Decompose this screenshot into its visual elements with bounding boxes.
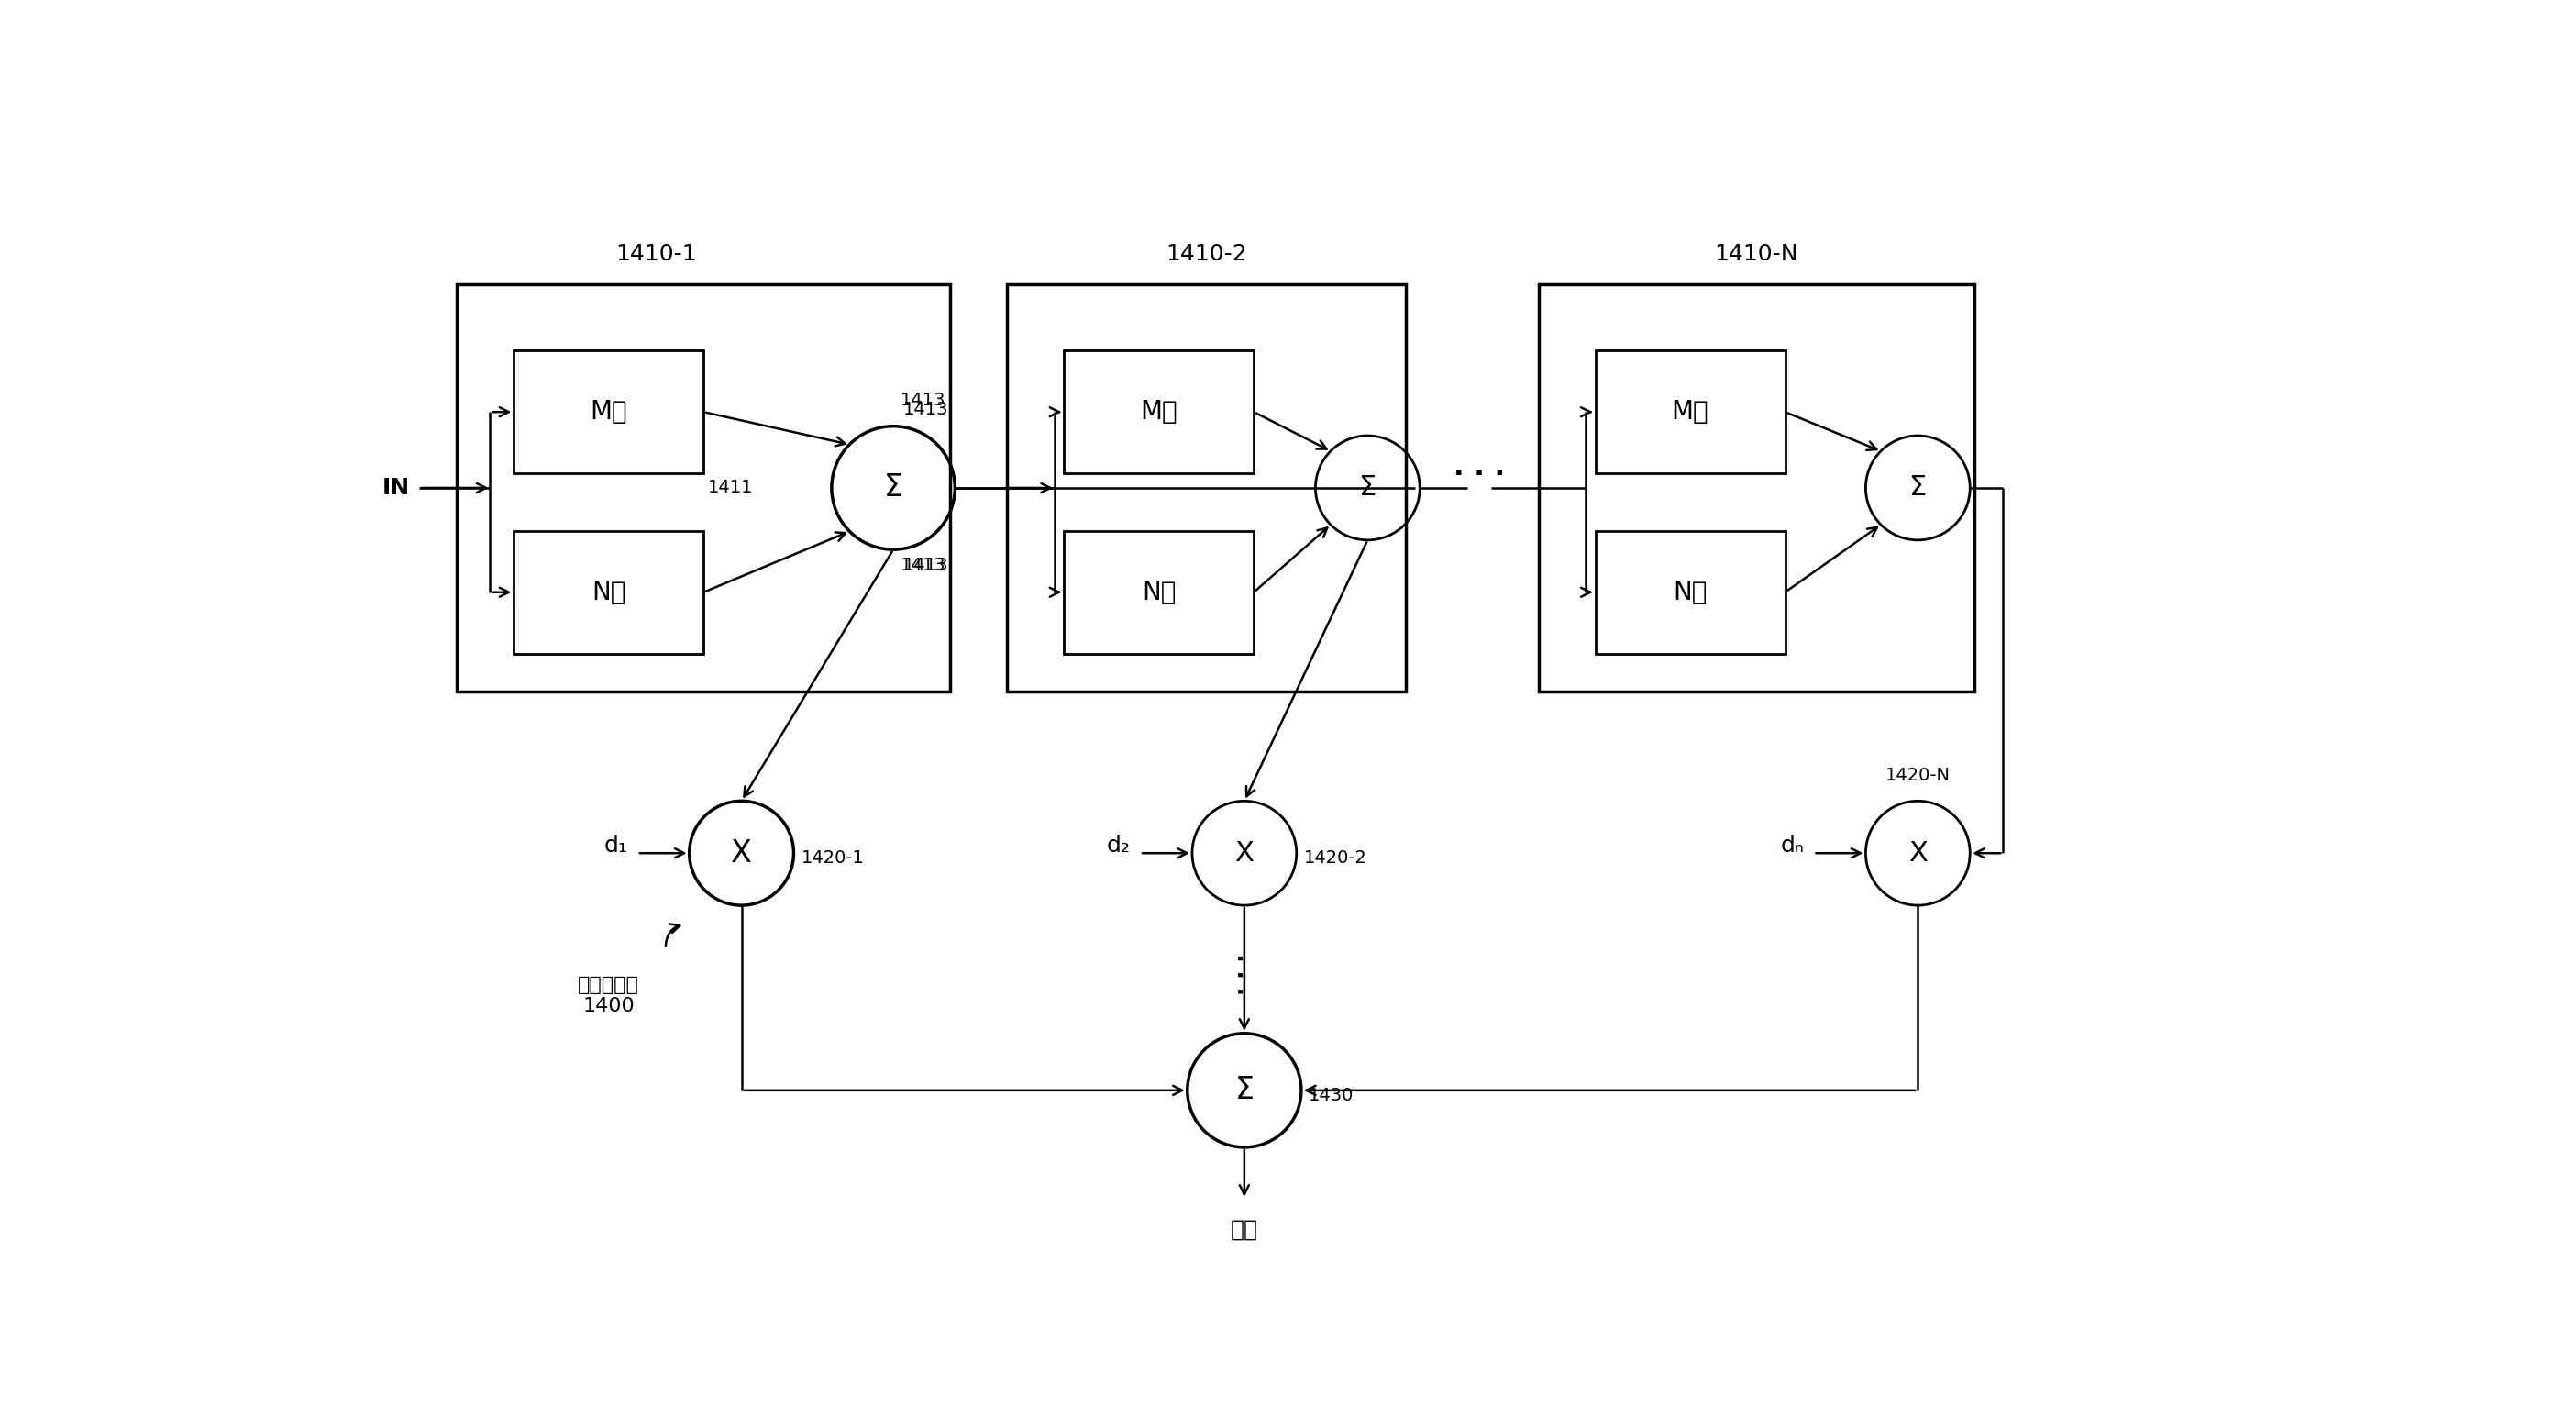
Bar <box>1064 350 1255 473</box>
Text: 1410-1: 1410-1 <box>616 242 696 265</box>
Bar <box>1538 283 1976 691</box>
Text: 1411: 1411 <box>708 479 755 496</box>
Bar <box>1064 530 1255 653</box>
Text: . . .: . . . <box>1226 954 1247 996</box>
Bar <box>1595 350 1785 473</box>
Text: M阶: M阶 <box>590 400 629 425</box>
Text: 抽头延迟线
1400: 抽头延迟线 1400 <box>577 976 639 1016</box>
Text: N阶: N阶 <box>1141 580 1177 605</box>
Bar <box>1595 530 1785 653</box>
Text: 1420-2: 1420-2 <box>1303 849 1368 867</box>
Bar <box>1007 283 1406 691</box>
Text: 1410-2: 1410-2 <box>1167 242 1247 265</box>
Text: X: X <box>1909 840 1927 866</box>
Text: N阶: N阶 <box>592 580 626 605</box>
Text: Σ: Σ <box>1234 1076 1255 1105</box>
Text: Σ: Σ <box>1358 475 1376 502</box>
Text: N阶: N阶 <box>1672 580 1708 605</box>
Text: IN: IN <box>381 478 410 499</box>
Text: 1420-1: 1420-1 <box>801 849 866 867</box>
Text: 1420-N: 1420-N <box>1886 767 1950 784</box>
Text: X: X <box>732 837 752 869</box>
Text: 1413: 1413 <box>902 557 945 574</box>
Text: 1413: 1413 <box>902 401 948 418</box>
Text: 输出: 输出 <box>1231 1219 1257 1240</box>
Text: 1413: 1413 <box>902 557 948 574</box>
Bar <box>513 350 703 473</box>
Text: 1413: 1413 <box>902 391 945 410</box>
Text: d₁: d₁ <box>603 835 629 856</box>
Text: . . .: . . . <box>1453 453 1504 480</box>
Bar <box>513 530 703 653</box>
Text: Σ: Σ <box>884 473 904 503</box>
Text: 1430: 1430 <box>1309 1087 1355 1104</box>
Text: X: X <box>1234 840 1255 866</box>
Text: M阶: M阶 <box>1141 400 1177 425</box>
Bar <box>456 283 951 691</box>
Text: dₙ: dₙ <box>1780 835 1803 856</box>
Text: Σ: Σ <box>1909 475 1927 502</box>
Text: 1410-N: 1410-N <box>1716 242 1798 265</box>
Text: M阶: M阶 <box>1672 400 1708 425</box>
Text: d₂: d₂ <box>1108 835 1131 856</box>
